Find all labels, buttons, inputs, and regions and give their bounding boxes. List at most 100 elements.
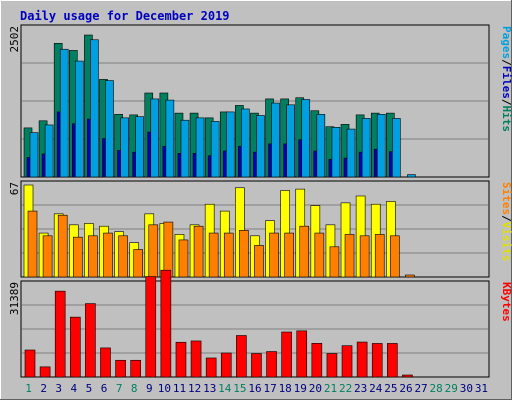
- x-tick-label-31: 31: [475, 382, 488, 395]
- x-tick-label-4: 4: [71, 382, 78, 395]
- x-tick-label-7: 7: [116, 382, 123, 395]
- x-tick-label-1: 1: [25, 382, 32, 395]
- bar-sites-day-11: [178, 239, 189, 278]
- x-axis: 1 2 3 4 5 6 7 8 9 10 11 12 13 14 15 16 17 18 19 20 21 22 23 24 2…: [25, 382, 488, 395]
- bar-kbytes-day-15: [236, 335, 247, 378]
- x-tick-label-28: 28: [430, 382, 443, 395]
- x-tick-label-19: 19: [294, 382, 307, 395]
- bar-kbytes-day-17: [266, 351, 277, 378]
- bar-sites-day-25: [390, 235, 400, 278]
- bar-kbytes-day-23: [356, 341, 368, 378]
- bar-kbytes-day-25: [387, 343, 398, 378]
- bar-kbytes-day-24: [371, 343, 383, 378]
- bar-pages-day-1: [29, 132, 39, 178]
- bar-sites-day-13: [208, 232, 219, 278]
- bar-pages-day-2: [44, 124, 54, 178]
- bar-sites-day-26: [405, 274, 415, 278]
- bar-pages-day-23: [361, 118, 371, 178]
- legend-label-files: Files: [500, 66, 512, 99]
- bar-pages-day-14: [225, 111, 235, 178]
- bar-kbytes-day-9: [145, 276, 157, 378]
- bar-kbytes-day-3: [54, 290, 66, 378]
- x-tick-label-22: 22: [339, 382, 352, 395]
- bar-kbytes-day-1: [24, 349, 36, 378]
- bar-sites-day-16: [254, 245, 264, 278]
- bar-kbytes-day-18: [281, 331, 292, 378]
- x-tick-label-15: 15: [233, 382, 246, 395]
- bar-sites-day-15: [239, 230, 249, 278]
- bar-sites-day-7: [118, 235, 128, 278]
- bar-pages-day-6: [105, 80, 114, 178]
- x-tick-label-16: 16: [248, 382, 261, 395]
- bar-sites-day-17: [269, 232, 279, 278]
- bar-pages-day-26: [407, 174, 416, 178]
- bar-sites-day-18: [284, 232, 294, 278]
- bar-pages-day-4: [74, 60, 84, 178]
- bar-pages-day-20: [316, 113, 326, 178]
- legend-label-kbytes: KBytes: [500, 282, 512, 322]
- x-tick-label-11: 11: [173, 382, 186, 395]
- bar-pages-day-8: [135, 116, 144, 178]
- x-tick-label-21: 21: [324, 382, 337, 395]
- legend-separator: /: [500, 59, 512, 66]
- x-tick-label-12: 12: [188, 382, 201, 395]
- x-tick-label-13: 13: [203, 382, 216, 395]
- bar-pages-day-15: [241, 108, 250, 178]
- bar-kbytes-day-8: [130, 359, 141, 378]
- bar-pages-day-18: [286, 104, 295, 178]
- bar-sites-day-24: [374, 234, 385, 278]
- x-tick-label-9: 9: [146, 382, 153, 395]
- bar-kbytes-day-6: [100, 347, 111, 378]
- bar-kbytes-day-13: [205, 357, 217, 378]
- bar-pages-day-13: [210, 121, 220, 178]
- bar-sites-day-14: [223, 232, 234, 278]
- side-legend: KBytes: [500, 282, 512, 322]
- legend-separator: /: [500, 99, 512, 106]
- side-legend: Sites/Visits: [500, 182, 512, 262]
- x-tick-label-17: 17: [263, 382, 276, 395]
- bar-pages-day-24: [376, 113, 386, 178]
- x-tick-label-30: 30: [460, 382, 473, 395]
- bar-pages-day-22: [346, 128, 356, 178]
- x-tick-label-5: 5: [86, 382, 93, 395]
- x-tick-label-26: 26: [399, 382, 412, 395]
- bar-sites-day-10: [163, 221, 174, 278]
- bar-sites-day-4: [72, 236, 83, 278]
- bar-pages-day-19: [301, 99, 311, 178]
- bar-kbytes-day-22: [341, 345, 353, 378]
- y-max-label: 31389: [8, 282, 21, 315]
- x-tick-label-23: 23: [354, 382, 367, 395]
- bar-sites-day-22: [344, 234, 355, 278]
- bar-sites-day-12: [193, 225, 204, 278]
- bar-kbytes-day-20: [311, 342, 323, 378]
- bar-sites-day-3: [57, 214, 68, 278]
- legend-label-sites: Sites: [500, 182, 512, 215]
- bar-kbytes-day-7: [115, 359, 126, 378]
- bar-kbytes-day-4: [69, 316, 81, 378]
- x-tick-label-27: 27: [414, 382, 427, 395]
- bar-sites-day-9: [148, 224, 159, 278]
- bar-pages-day-3: [59, 48, 69, 178]
- bar-kbytes-day-21: [326, 353, 338, 378]
- bar-pages-day-7: [120, 117, 129, 178]
- legend-separator: /: [500, 215, 512, 222]
- bar-pages-day-16: [256, 115, 265, 178]
- y-max-label: 67: [8, 182, 21, 195]
- bar-sites-day-19: [299, 225, 310, 278]
- bar-kbytes-day-26: [402, 374, 413, 378]
- x-tick-label-3: 3: [55, 382, 62, 395]
- bar-kbytes-day-19: [296, 330, 308, 378]
- bar-sites-day-23: [359, 235, 370, 278]
- bar-kbytes-day-16: [251, 353, 262, 378]
- bar-kbytes-day-2: [39, 366, 51, 378]
- bar-sites-day-6: [103, 232, 113, 278]
- legend-label-visits: Visits: [500, 222, 512, 262]
- bar-sites-day-2: [42, 235, 53, 278]
- bar-pages-day-25: [392, 118, 401, 178]
- legend-label-hits: Hits: [500, 106, 512, 133]
- x-tick-label-14: 14: [218, 382, 232, 395]
- x-tick-label-20: 20: [309, 382, 322, 395]
- bar-sites-day-8: [133, 249, 143, 278]
